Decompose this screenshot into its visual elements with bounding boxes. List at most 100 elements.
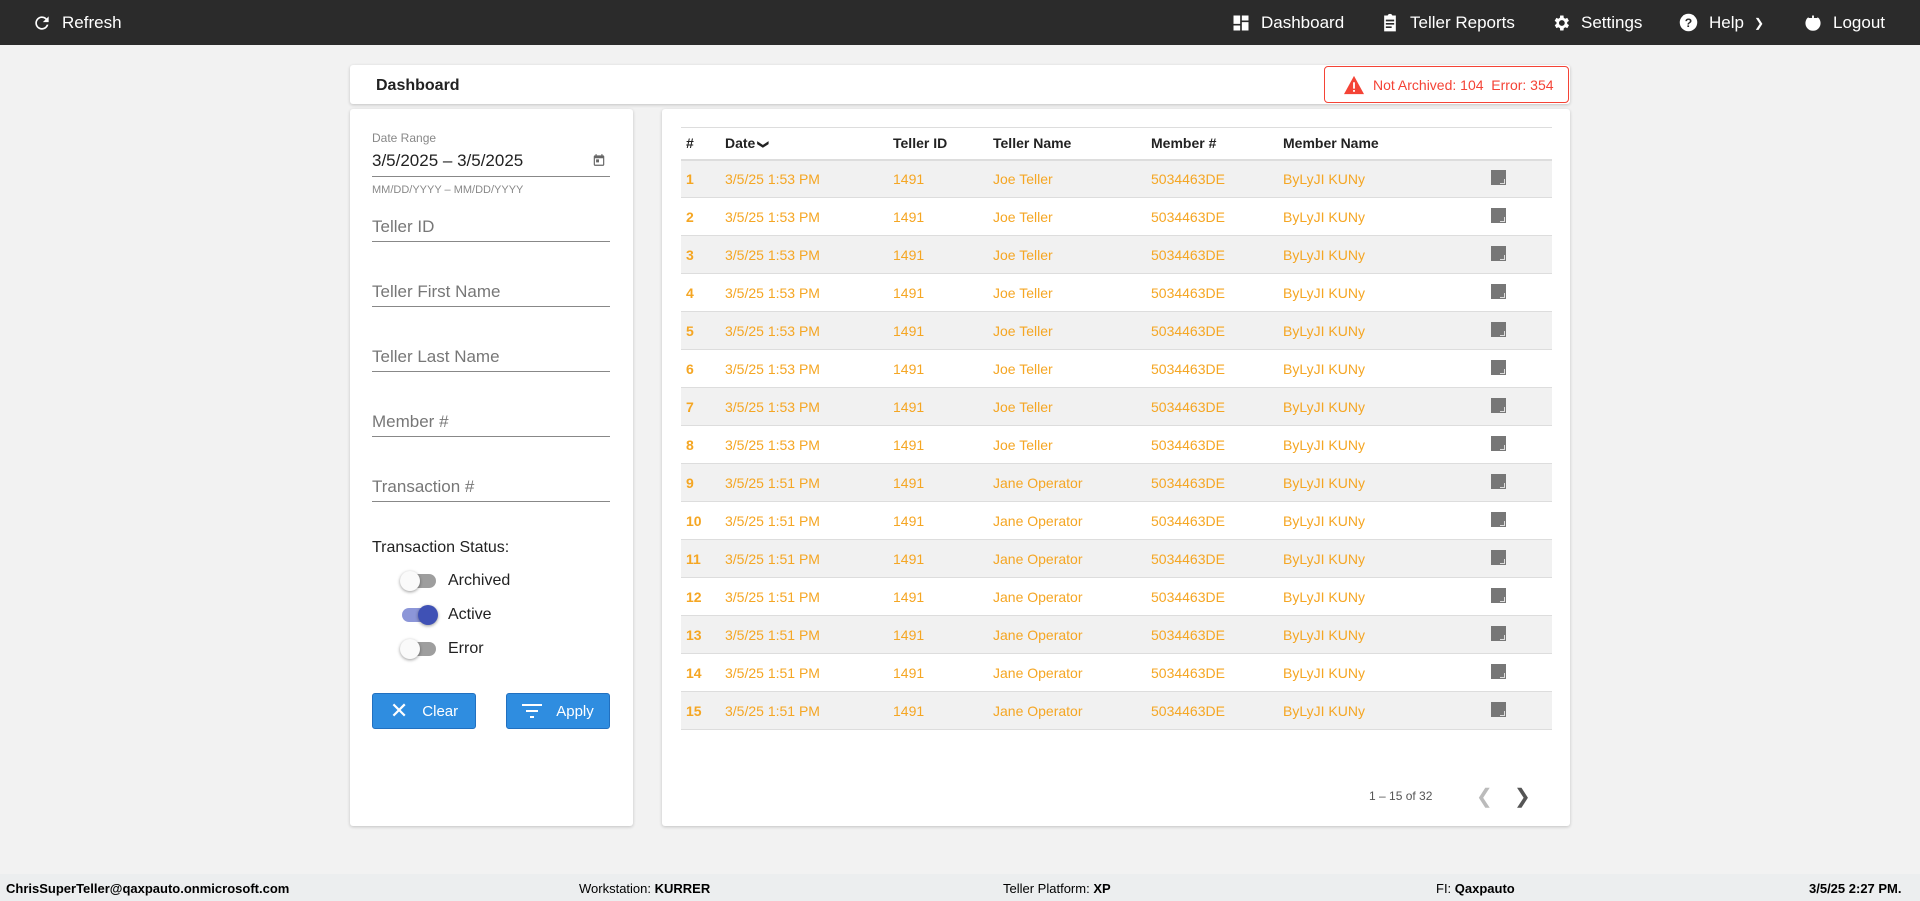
row-actions (1486, 463, 1552, 502)
note-icon[interactable] (1491, 549, 1506, 565)
teller-last-name-placeholder: Teller Last Name (372, 347, 500, 366)
table-row[interactable]: 6 3/5/25 1:53 PM 1491 Joe Teller 5034463DE By… (681, 349, 1552, 388)
table-row[interactable]: 3 3/5/25 1:53 PM 1491 Joe Teller 5034463DE By… (681, 235, 1552, 274)
teller-first-name-input[interactable]: Teller First Name (372, 282, 610, 307)
col-member-number: Member # (1146, 127, 1278, 161)
table-row[interactable]: 11 3/5/25 1:51 PM 1491 Jane Operator 5034463… (681, 539, 1552, 578)
row-number: 8 (681, 425, 720, 464)
table-row[interactable]: 10 3/5/25 1:51 PM 1491 Jane Operator 5034463… (681, 501, 1552, 540)
row-teller-id: 1491 (888, 273, 988, 312)
row-actions (1486, 615, 1552, 654)
table-row[interactable]: 15 3/5/25 1:51 PM 1491 Jane Operator 5034463… (681, 691, 1552, 730)
row-date: 3/5/25 1:53 PM (720, 159, 888, 198)
row-date: 3/5/25 1:51 PM (720, 653, 888, 692)
row-member-number: 5034463DE (1146, 235, 1278, 274)
calendar-icon[interactable] (592, 153, 606, 167)
row-member-name: ByLyJI KUNy (1278, 235, 1486, 274)
row-teller-name: Joe Teller (988, 425, 1146, 464)
transaction-number-input[interactable]: Transaction # (372, 477, 610, 502)
note-icon[interactable] (1491, 435, 1506, 451)
nav-help[interactable]: ? Help ❯ (1678, 0, 1764, 45)
next-page-button[interactable]: ❯ (1514, 786, 1531, 808)
teller-last-name-input[interactable]: Teller Last Name (372, 347, 610, 372)
table-row[interactable]: 13 3/5/25 1:51 PM 1491 Jane Operator 5034463… (681, 615, 1552, 654)
row-number: 1 (681, 159, 720, 198)
table-row[interactable]: 7 3/5/25 1:53 PM 1491 Joe Teller 5034463DE By… (681, 387, 1552, 426)
row-date: 3/5/25 1:53 PM (720, 197, 888, 236)
workstation-label: Workstation: (579, 881, 655, 896)
note-icon[interactable] (1491, 207, 1506, 223)
row-number: 12 (681, 577, 720, 616)
row-teller-id: 1491 (888, 197, 988, 236)
sort-desc-icon: ❯ (757, 140, 770, 150)
table-row[interactable]: 5 3/5/25 1:53 PM 1491 Joe Teller 5034463DE By… (681, 311, 1552, 350)
toggle-archived[interactable]: Archived (400, 571, 511, 591)
col-date[interactable]: Date ❯ (720, 127, 888, 161)
table-row[interactable]: 1 3/5/25 1:53 PM 1491 Joe Teller 5034463DE By… (681, 159, 1552, 198)
row-number: 5 (681, 311, 720, 350)
row-member-name: ByLyJI KUNy (1278, 387, 1486, 426)
note-icon[interactable] (1491, 587, 1506, 603)
row-teller-name: Jane Operator (988, 463, 1146, 502)
row-actions (1486, 425, 1552, 464)
status-footer: ChrisSuperTeller@qaxpauto.onmicrosoft.co… (0, 874, 1920, 901)
row-teller-name: Joe Teller (988, 159, 1146, 198)
clear-button[interactable]: ✕ Clear (372, 693, 476, 729)
status-alert[interactable]: Not Archived: 104 Error: 354 (1324, 66, 1569, 103)
platform-value: XP (1093, 881, 1111, 896)
note-icon[interactable] (1491, 397, 1506, 413)
row-member-name: ByLyJI KUNy (1278, 463, 1486, 502)
row-date: 3/5/25 1:53 PM (720, 235, 888, 274)
nav-teller-reports[interactable]: Teller Reports (1380, 0, 1515, 45)
date-range-field[interactable]: Date Range 3/5/2025 – 3/5/2025 MM/DD/YYY… (372, 131, 610, 196)
row-teller-id: 1491 (888, 577, 988, 616)
note-icon[interactable] (1491, 321, 1506, 337)
chevron-down-icon: ❯ (1753, 15, 1765, 30)
note-icon[interactable] (1491, 359, 1506, 375)
table-row[interactable]: 4 3/5/25 1:53 PM 1491 Joe Teller 5034463DE By… (681, 273, 1552, 312)
table-row[interactable]: 8 3/5/25 1:53 PM 1491 Joe Teller 5034463DE By… (681, 425, 1552, 464)
teller-id-input[interactable]: Teller ID (372, 217, 610, 242)
note-icon[interactable] (1491, 625, 1506, 641)
row-member-number: 5034463DE (1146, 387, 1278, 426)
nav-settings[interactable]: Settings (1551, 0, 1642, 45)
refresh-button[interactable]: Refresh (32, 0, 122, 45)
row-teller-name: Joe Teller (988, 235, 1146, 274)
teller-id-placeholder: Teller ID (372, 217, 435, 236)
row-teller-id: 1491 (888, 349, 988, 388)
clear-label: Clear (422, 702, 459, 720)
apply-button[interactable]: Apply (506, 693, 610, 729)
table-row[interactable]: 14 3/5/25 1:51 PM 1491 Jane Operator 5034463… (681, 653, 1552, 692)
table-row[interactable]: 12 3/5/25 1:51 PM 1491 Jane Operator 5034463… (681, 577, 1552, 616)
row-member-name: ByLyJI KUNy (1278, 653, 1486, 692)
nav-dashboard[interactable]: Dashboard (1231, 0, 1344, 45)
row-actions (1486, 159, 1552, 198)
row-date: 3/5/25 1:51 PM (720, 691, 888, 730)
footer-platform: Teller Platform: XP (1003, 881, 1111, 896)
prev-page-button[interactable]: ❮ (1476, 786, 1493, 808)
row-actions (1486, 691, 1552, 730)
note-icon[interactable] (1491, 701, 1506, 717)
note-icon[interactable] (1491, 245, 1506, 261)
toggle-active[interactable]: Active (402, 605, 492, 625)
row-teller-id: 1491 (888, 501, 988, 540)
note-icon[interactable] (1491, 169, 1506, 185)
nav-logout[interactable]: Logout (1803, 0, 1885, 45)
note-icon[interactable] (1491, 283, 1506, 299)
note-icon[interactable] (1491, 663, 1506, 679)
col-member-name: Member Name (1278, 127, 1486, 161)
row-member-number: 5034463DE (1146, 577, 1278, 616)
row-date: 3/5/25 1:51 PM (720, 615, 888, 654)
toggle-error[interactable]: Error (400, 639, 484, 659)
footer-workstation: Workstation: KURRER (579, 881, 710, 896)
note-icon[interactable] (1491, 473, 1506, 489)
nav-settings-label: Settings (1581, 12, 1643, 32)
note-icon[interactable] (1491, 511, 1506, 527)
row-teller-name: Joe Teller (988, 311, 1146, 350)
toggle-archived-label: Archived (448, 572, 511, 589)
table-row[interactable]: 2 3/5/25 1:53 PM 1491 Joe Teller 5034463DE By… (681, 197, 1552, 236)
clipboard-icon (1384, 13, 1396, 31)
row-actions (1486, 539, 1552, 578)
member-number-input[interactable]: Member # (372, 412, 610, 437)
table-row[interactable]: 9 3/5/25 1:51 PM 1491 Jane Operator 5034463D… (681, 463, 1552, 502)
